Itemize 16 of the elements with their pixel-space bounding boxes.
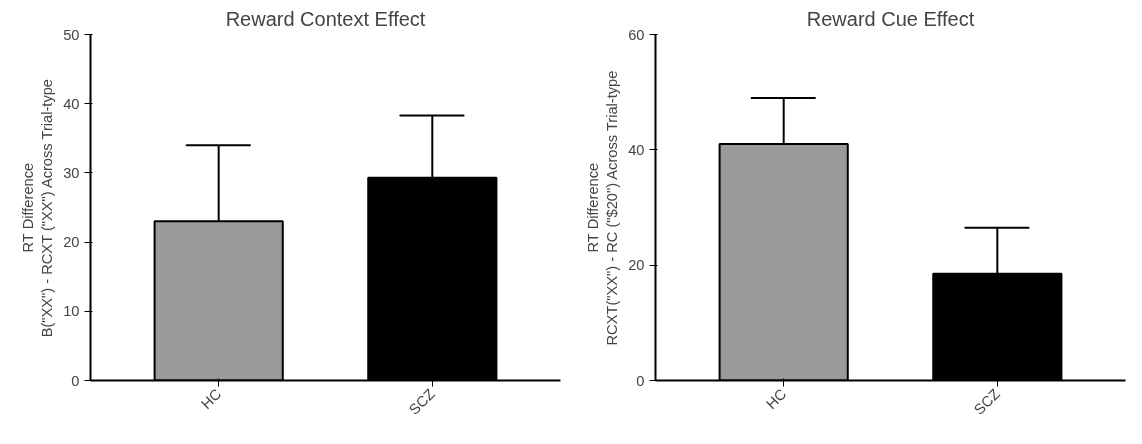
- y-tick-label: 30: [63, 164, 80, 181]
- chart-title: Reward Cue Effect: [806, 7, 975, 30]
- y-tick-label: 40: [63, 95, 80, 112]
- y-tick-label: 40: [628, 141, 645, 158]
- y-tick-label: 10: [63, 303, 80, 320]
- x-tick-label: HC: [198, 385, 225, 413]
- x-tick-label: HC: [763, 385, 790, 413]
- chart-title: Reward Context Effect: [225, 7, 426, 30]
- y-tick-label: 0: [636, 372, 645, 389]
- y-tick-label: 60: [628, 26, 645, 43]
- y-tick-label: 20: [628, 257, 645, 274]
- y-tick-label: 20: [63, 234, 80, 251]
- y-axis-title: RT Difference RCXT("XX") - RC ("$20") Across Trial-type: [585, 70, 621, 346]
- y-axis-title: RT Difference B("XX") - RCXT ("XX") Across Trial-type: [20, 78, 56, 338]
- y-tick-label: 0: [71, 372, 80, 389]
- y-tick-label: 50: [63, 26, 80, 43]
